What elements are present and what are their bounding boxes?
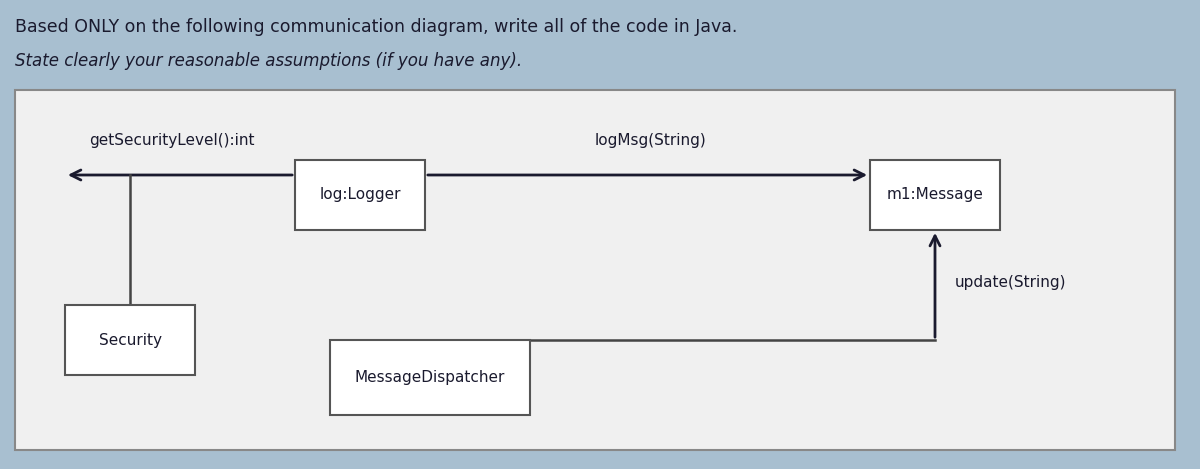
Text: update(String): update(String): [955, 275, 1067, 290]
Bar: [65, 305, 194, 375]
Bar: [330, 340, 530, 415]
Bar: [295, 160, 425, 230]
Bar: [14, 90, 1175, 450]
Text: Based ONLY on the following communication diagram, write all of the code in Java: Based ONLY on the following communicatio…: [14, 18, 737, 36]
Text: MessageDispatcher: MessageDispatcher: [355, 370, 505, 385]
Text: State clearly your reasonable assumptions (if you have any).: State clearly your reasonable assumption…: [14, 52, 522, 70]
Text: m1:Message: m1:Message: [887, 188, 984, 203]
Bar: [870, 160, 1000, 230]
Text: Security: Security: [98, 333, 162, 348]
Text: logMsg(String): logMsg(String): [594, 133, 706, 148]
Text: log:Logger: log:Logger: [319, 188, 401, 203]
Text: getSecurityLevel():int: getSecurityLevel():int: [89, 133, 254, 148]
